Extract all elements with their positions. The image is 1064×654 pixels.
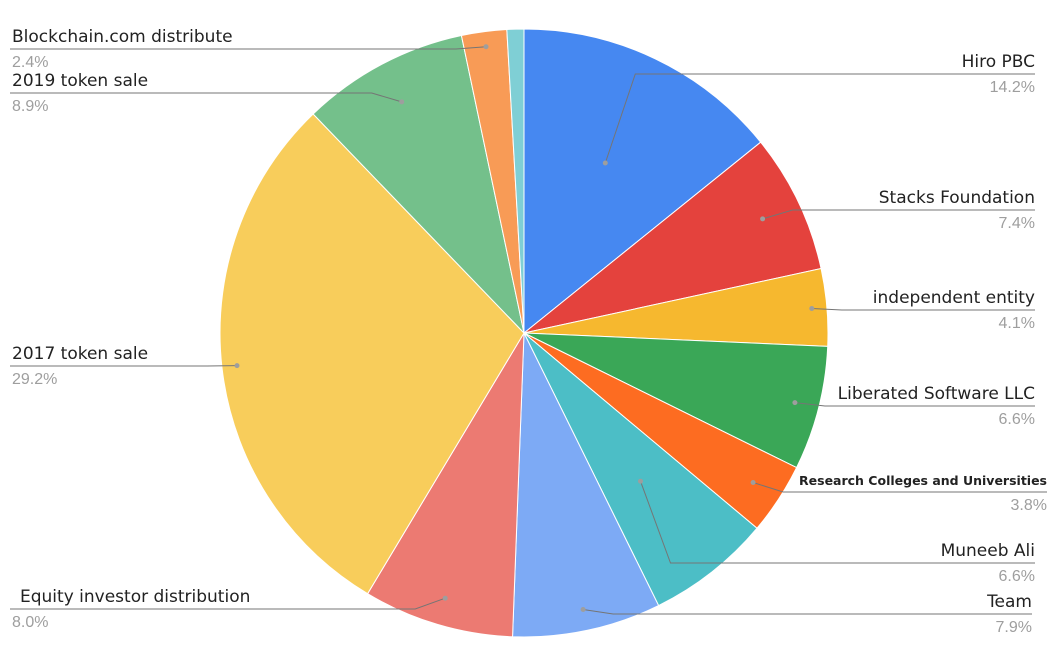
pie-slice-2019-token-sale xyxy=(312,34,525,335)
pie-slice-other xyxy=(506,28,525,334)
slice-percent-label: 2.4% xyxy=(12,54,48,71)
pie-slice-team xyxy=(512,332,660,638)
leader-line xyxy=(811,308,1035,311)
label-dot xyxy=(792,400,798,406)
label-dot xyxy=(483,44,489,50)
label-dot xyxy=(234,363,240,369)
pie-slice-2017-token-sale xyxy=(219,113,525,595)
slice-label: Muneeb Ali xyxy=(941,541,1035,561)
pie-labels: Hiro PBC 14.2% Stacks Foundation 7.4% indepe… xyxy=(10,27,1047,636)
leader-line xyxy=(752,482,1047,493)
label-dot xyxy=(602,160,608,166)
slice-label: Research Colleges and Universities xyxy=(799,473,1047,488)
label-dot xyxy=(442,595,448,601)
leader-line xyxy=(10,92,402,103)
slice-percent-label: 3.8% xyxy=(1011,497,1047,514)
label-dot xyxy=(750,480,756,485)
slice-label: 2017 token sale xyxy=(12,344,148,364)
pie-slices xyxy=(219,28,829,638)
leader-line xyxy=(583,609,1032,615)
slice-percent-label: 7.4% xyxy=(999,215,1035,232)
slice-label: Blockchain.com distribute xyxy=(12,27,233,47)
pie-slice-muneeb-ali xyxy=(523,332,758,607)
slice-label: Team xyxy=(986,592,1032,612)
slice-percent-label: 4.1% xyxy=(999,315,1035,332)
slice-label: Equity investor distribution xyxy=(20,587,250,607)
pie-slice-hiro-pbc xyxy=(523,28,762,335)
slice-label: 2019 token sale xyxy=(12,71,148,91)
label-dot xyxy=(809,306,815,311)
slice-percent-label: 8.0% xyxy=(12,614,48,631)
slice-percent-label: 8.9% xyxy=(12,98,48,115)
slice-percent-label: 6.6% xyxy=(999,411,1035,428)
leader-line xyxy=(762,209,1035,220)
slice-label: Stacks Foundation xyxy=(879,188,1035,208)
slice-percent-label: 6.6% xyxy=(999,568,1035,585)
slice-percent-label: 7.9% xyxy=(996,619,1032,636)
slice-label: Hiro PBC xyxy=(962,52,1035,72)
label-dot xyxy=(580,607,586,612)
pie-slice-stacks-foundation xyxy=(523,141,822,334)
label-dot xyxy=(760,216,766,222)
slice-label: independent entity xyxy=(873,288,1035,308)
leader-line xyxy=(794,402,1035,407)
leader-line xyxy=(604,73,1035,164)
label-dot xyxy=(638,478,643,484)
leader-line xyxy=(640,481,1035,564)
pie-slice-liberated-software-llc xyxy=(523,332,829,469)
leader-line xyxy=(10,46,487,50)
pie-slice-equity-investor-distribution xyxy=(366,332,525,638)
slice-percent-label: 14.2% xyxy=(990,79,1035,96)
slice-percent-label: 29.2% xyxy=(12,371,57,388)
leader-line xyxy=(10,597,446,610)
slice-label: Liberated Software LLC xyxy=(838,384,1035,404)
label-dot xyxy=(399,99,405,105)
